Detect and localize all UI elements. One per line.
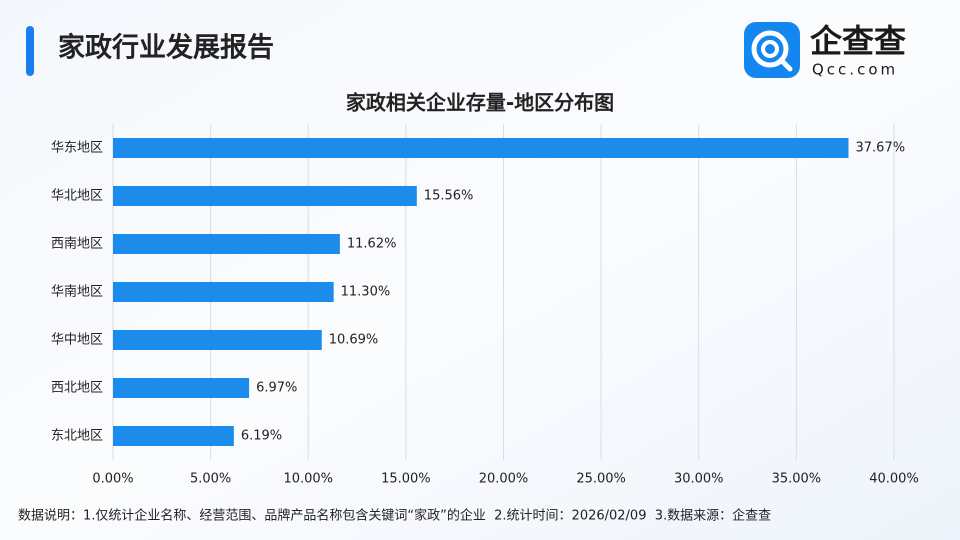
y-tick-label: 东北地区 <box>51 429 103 444</box>
value-label: 11.30% <box>341 285 391 300</box>
title-accent <box>26 26 34 76</box>
value-label: 10.69% <box>329 333 379 348</box>
y-tick-label: 华南地区 <box>51 284 103 300</box>
page-title: 家政行业发展报告 <box>58 32 274 64</box>
y-tick-label: 西南地区 <box>51 236 103 252</box>
logo-handle <box>778 57 793 72</box>
x-tick-label: 5.00% <box>190 472 231 487</box>
logo: 企查查 Qcc.com <box>744 22 906 79</box>
footer-note: 数据说明：1.仅统计企业名称、经营范围、品牌产品名称包含关键词“家政”的企业 2… <box>18 508 771 524</box>
value-label: 11.62% <box>347 237 397 252</box>
x-tick-label: 20.00% <box>479 472 529 487</box>
bar <box>113 186 417 206</box>
bar <box>113 234 340 254</box>
x-tick-label: 10.00% <box>283 472 333 487</box>
y-tick-label: 华中地区 <box>51 333 103 348</box>
x-tick-label: 35.00% <box>772 472 822 487</box>
bar <box>113 378 250 398</box>
value-label: 15.56% <box>424 189 474 204</box>
y-tick-label: 华东地区 <box>51 141 103 156</box>
x-tick-label: 25.00% <box>576 472 626 487</box>
logo-name: 企查查 <box>810 22 906 60</box>
chart-title: 家政相关企业存量-地区分布图 <box>346 91 614 115</box>
value-label: 37.67% <box>856 141 906 156</box>
bar <box>113 426 234 446</box>
value-label: 6.19% <box>241 429 282 444</box>
bar <box>113 138 849 158</box>
value-label: 6.97% <box>256 381 297 396</box>
y-tick-label: 西北地区 <box>51 381 103 396</box>
x-tick-label: 30.00% <box>674 472 724 487</box>
logo-ring <box>751 30 789 68</box>
bar <box>113 330 322 350</box>
y-tick-label: 华北地区 <box>51 189 103 204</box>
x-tick-label: 15.00% <box>381 472 431 487</box>
x-tick-label: 40.00% <box>869 472 919 487</box>
bar <box>113 282 334 302</box>
logo-inner <box>761 40 779 58</box>
x-tick-label: 0.00% <box>92 472 133 487</box>
logo-domain: Qcc.com <box>812 61 898 79</box>
